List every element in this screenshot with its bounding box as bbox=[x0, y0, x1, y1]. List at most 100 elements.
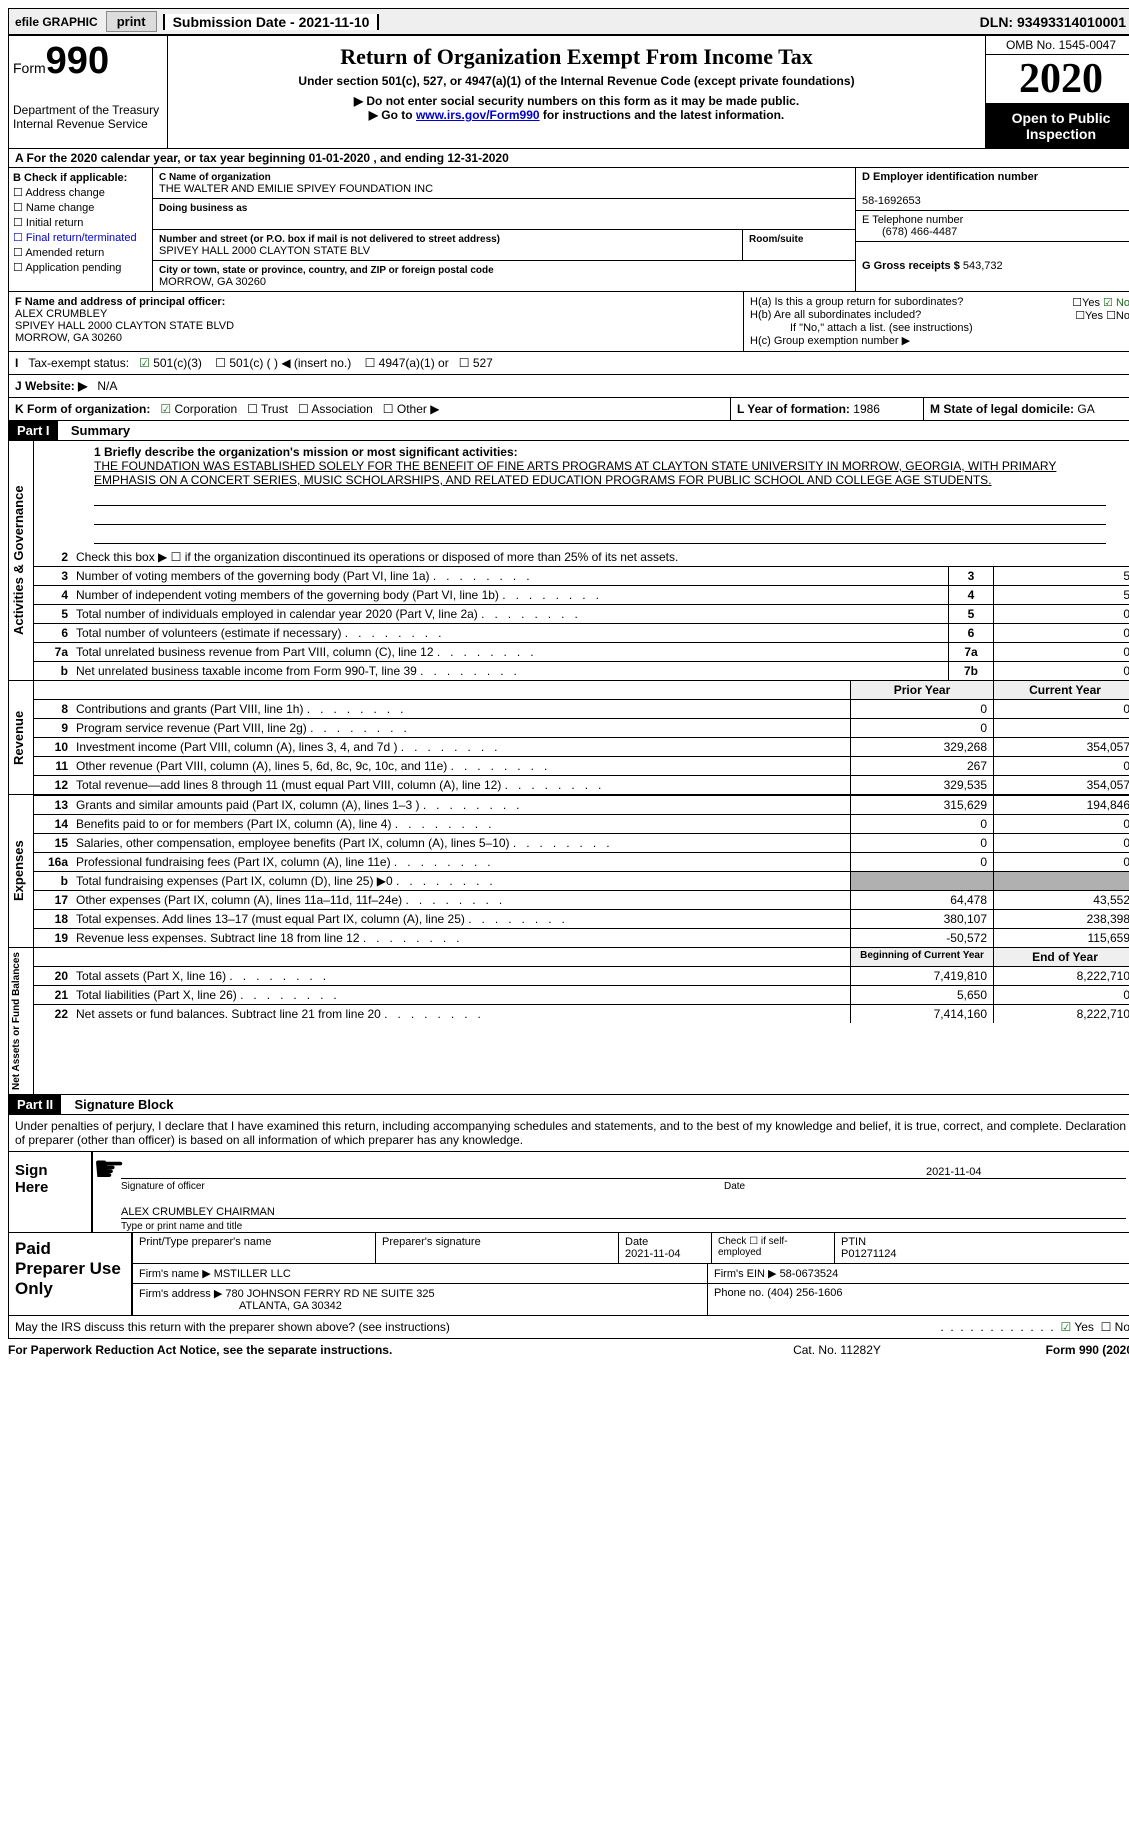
hb-label: H(b) Are all subordinates included? bbox=[750, 309, 1075, 322]
summary-line: 8Contributions and grants (Part VIII, li… bbox=[34, 699, 1129, 718]
summary-line: 13Grants and similar amounts paid (Part … bbox=[34, 795, 1129, 814]
discuss-text: May the IRS discuss this return with the… bbox=[15, 1320, 937, 1334]
sig-officer-label: Signature of officer bbox=[121, 1181, 724, 1192]
vtab-governance: Activities & Governance bbox=[9, 441, 34, 680]
addr-label: Number and street (or P.O. box if mail i… bbox=[159, 234, 500, 245]
firm-addr2: ATLANTA, GA 30342 bbox=[139, 1300, 342, 1312]
firm-ein-label: Firm's EIN ▶ bbox=[714, 1268, 777, 1280]
dept-label: Department of the Treasury bbox=[13, 103, 163, 117]
firm-addr1: 780 JOHNSON FERRY RD NE SUITE 325 bbox=[225, 1288, 434, 1300]
blankline-3 bbox=[94, 527, 1106, 544]
checkbox-final-return[interactable]: Final return/terminated bbox=[13, 231, 148, 244]
summary-line: 11Other revenue (Part VIII, column (A), … bbox=[34, 756, 1129, 775]
col-header-prior: Prior Year bbox=[850, 681, 993, 699]
note2-pre: ▶ Go to bbox=[369, 108, 416, 122]
k-trust[interactable]: Trust bbox=[247, 402, 288, 416]
firm-addr-label: Firm's address ▶ bbox=[139, 1288, 222, 1300]
print-button[interactable]: print bbox=[106, 11, 157, 32]
col-header-begin: Beginning of Current Year bbox=[850, 948, 993, 966]
column-c: C Name of organization THE WALTER AND EM… bbox=[153, 168, 855, 291]
summary-line: 9Program service revenue (Part VIII, lin… bbox=[34, 718, 1129, 737]
col-header-current: Current Year bbox=[993, 681, 1129, 699]
gross-label: G Gross receipts $ bbox=[862, 260, 960, 272]
checkbox-address-change[interactable]: Address change bbox=[13, 186, 148, 199]
checkbox-pending[interactable]: Application pending bbox=[13, 261, 148, 274]
room-label: Room/suite bbox=[749, 234, 803, 245]
firm-name-label: Firm's name ▶ bbox=[139, 1268, 211, 1280]
ha-yes[interactable]: ☐Yes bbox=[1072, 296, 1100, 309]
status-527[interactable]: 527 bbox=[459, 356, 493, 370]
ha-no[interactable]: No bbox=[1103, 296, 1129, 309]
col-b-title: B Check if applicable: bbox=[13, 172, 148, 184]
mission-text: THE FOUNDATION WAS ESTABLISHED SOLELY FO… bbox=[94, 459, 1106, 487]
prep-h3: Date bbox=[625, 1236, 648, 1248]
website-value: N/A bbox=[97, 379, 117, 393]
row-i-tax-status: I Tax-exempt status: 501(c)(3) 501(c) ( … bbox=[8, 352, 1129, 375]
l-value: 1986 bbox=[853, 402, 880, 416]
irs-label: Internal Revenue Service bbox=[13, 117, 163, 131]
summary-line: 17Other expenses (Part IX, column (A), l… bbox=[34, 890, 1129, 909]
tax-year: 2020 bbox=[986, 55, 1129, 104]
status-4947[interactable]: 4947(a)(1) or bbox=[365, 356, 449, 370]
summary-line: 4Number of independent voting members of… bbox=[34, 585, 1129, 604]
line2-text: Check this box ▶ ☐ if the organization d… bbox=[72, 548, 1129, 566]
section-f-h: F Name and address of principal officer:… bbox=[8, 292, 1129, 352]
firm-ein: 58-0673524 bbox=[780, 1268, 839, 1280]
checkbox-name-change[interactable]: Name change bbox=[13, 201, 148, 214]
form990-link[interactable]: www.irs.gov/Form990 bbox=[416, 108, 540, 122]
k-label: K Form of organization: bbox=[15, 402, 150, 416]
efile-label: efile GRAPHIC bbox=[9, 15, 104, 29]
signature-declaration: Under penalties of perjury, I declare th… bbox=[8, 1115, 1129, 1152]
hb-yes[interactable]: ☐Yes bbox=[1075, 309, 1103, 322]
summary-line: 5Total number of individuals employed in… bbox=[34, 604, 1129, 623]
discuss-yes[interactable]: Yes bbox=[1060, 1320, 1093, 1334]
summary-line: bNet unrelated business taxable income f… bbox=[34, 661, 1129, 680]
omb-number: OMB No. 1545-0047 bbox=[986, 36, 1129, 55]
submission-date: Submission Date - 2021-11-10 bbox=[163, 14, 380, 30]
status-501c[interactable]: 501(c) ( ) ◀ (insert no.) bbox=[215, 356, 351, 370]
checkbox-initial-return[interactable]: Initial return bbox=[13, 216, 148, 229]
org-address: SPIVEY HALL 2000 CLAYTON STATE BLV bbox=[159, 245, 370, 257]
blankline-2 bbox=[94, 508, 1106, 525]
summary-line: 16aProfessional fundraising fees (Part I… bbox=[34, 852, 1129, 871]
sign-here-label: Sign Here bbox=[9, 1152, 93, 1232]
discuss-no[interactable]: No bbox=[1101, 1320, 1129, 1334]
hb-no[interactable]: ☐No bbox=[1106, 309, 1129, 322]
row-a-period: A For the 2020 calendar year, or tax yea… bbox=[8, 149, 1129, 168]
c-name-label: C Name of organization bbox=[159, 172, 271, 183]
phone-value: (678) 466-4487 bbox=[862, 226, 957, 238]
vtab-balances: Net Assets or Fund Balances bbox=[9, 948, 34, 1094]
checkbox-amended[interactable]: Amended return bbox=[13, 246, 148, 259]
summary-line: 14Benefits paid to or for members (Part … bbox=[34, 814, 1129, 833]
part-i-title: Summary bbox=[61, 423, 130, 438]
part-i-header: Part I Summary bbox=[8, 421, 1129, 441]
k-other[interactable]: Other ▶ bbox=[383, 402, 440, 416]
column-b: B Check if applicable: Address change Na… bbox=[9, 168, 153, 291]
footer-left: For Paperwork Reduction Act Notice, see … bbox=[8, 1343, 737, 1357]
top-bar: efile GRAPHIC print Submission Date - 20… bbox=[8, 8, 1129, 35]
summary-balances: Net Assets or Fund Balances Beginning of… bbox=[8, 948, 1129, 1095]
part-i-label: Part I bbox=[9, 421, 58, 440]
column-d-e-g: D Employer identification number 58-1692… bbox=[855, 168, 1129, 291]
k-assoc[interactable]: Association bbox=[298, 402, 373, 416]
ein-value: 58-1692653 bbox=[862, 195, 921, 207]
summary-line: 19Revenue less expenses. Subtract line 1… bbox=[34, 928, 1129, 947]
summary-line: 7aTotal unrelated business revenue from … bbox=[34, 642, 1129, 661]
sig-name-value: ALEX CRUMBLEY CHAIRMAN bbox=[121, 1206, 1126, 1218]
form-note-2: ▶ Go to www.irs.gov/Form990 for instruct… bbox=[178, 108, 975, 122]
blankline-1 bbox=[94, 489, 1106, 506]
j-label: J Website: ▶ bbox=[15, 379, 87, 393]
row-j-website: J Website: ▶ N/A bbox=[8, 375, 1129, 398]
header-center: Return of Organization Exempt From Incom… bbox=[168, 36, 985, 148]
section-h: H(a) Is this a group return for subordin… bbox=[743, 292, 1129, 351]
summary-line: 6Total number of volunteers (estimate if… bbox=[34, 623, 1129, 642]
k-corp[interactable]: Corporation bbox=[160, 402, 237, 416]
prep-date: 2021-11-04 bbox=[625, 1248, 680, 1260]
form-number: 990 bbox=[46, 40, 109, 82]
m-label: M State of legal domicile: bbox=[930, 402, 1074, 416]
form-header: Form990 Department of the Treasury Inter… bbox=[8, 35, 1129, 149]
prep-h1: Print/Type preparer's name bbox=[133, 1233, 376, 1263]
form-subtitle: Under section 501(c), 527, or 4947(a)(1)… bbox=[178, 74, 975, 88]
status-501c3[interactable]: 501(c)(3) bbox=[139, 356, 202, 370]
footer-center: Cat. No. 11282Y bbox=[737, 1343, 937, 1357]
